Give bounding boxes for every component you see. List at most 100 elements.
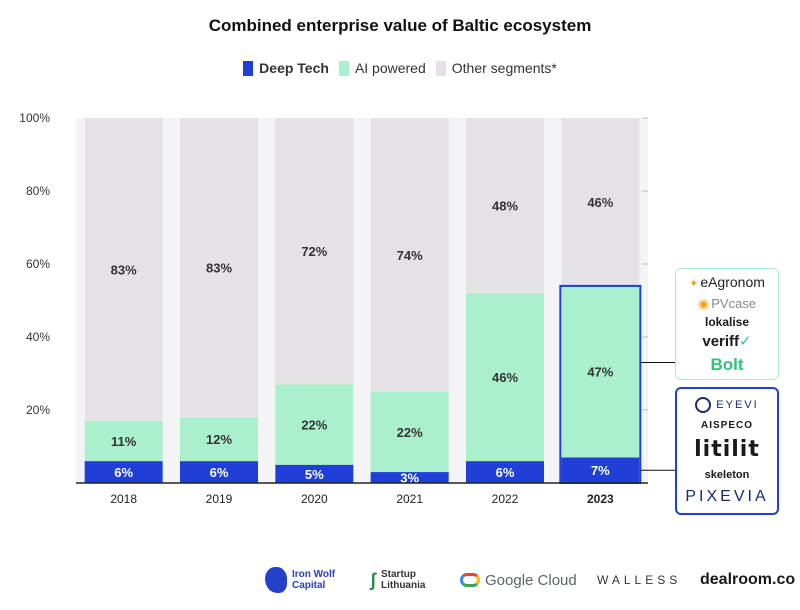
- x-tick-label-2023: 2023: [587, 492, 614, 506]
- legend-label-deep-tech: Deep Tech: [259, 60, 329, 76]
- data-label-ai-2020: 22%: [301, 418, 327, 433]
- chart-title: Combined enterprise value of Baltic ecos…: [208, 16, 592, 35]
- walless-logo: WALLESS: [597, 565, 681, 595]
- wheat-icon: ✦: [689, 278, 699, 291]
- bar-ai-2021: [370, 391, 449, 473]
- litilit-logo: litilit: [694, 439, 760, 461]
- bar-deep-2021: [370, 472, 449, 483]
- data-label-other-2021: 74%: [397, 248, 423, 263]
- bar-ai-2022: [466, 293, 544, 462]
- veriff-logo-text: veriff: [702, 333, 740, 351]
- chart-legend: Deep Tech AI powered Other segments*: [0, 60, 800, 76]
- legend-swatch-ai-powered: [338, 60, 349, 76]
- bar-other-2020: [275, 118, 354, 385]
- data-label-other-2018: 83%: [111, 262, 137, 277]
- pixevia-logo-text: PIXEVIA: [685, 487, 769, 505]
- x-tick-label-2018: 2018: [110, 492, 137, 506]
- check-icon: ✓: [739, 333, 752, 351]
- data-label-other-2023: 46%: [587, 195, 613, 210]
- x-tick-label-2019: 2019: [206, 492, 233, 506]
- deep-tech-logos-box: EYEVI AISPECO litilit skeleton PIXEVIA: [675, 387, 779, 515]
- bolt-logo-text: Bolt: [710, 354, 744, 374]
- x-tick-label-2020: 2020: [301, 492, 328, 506]
- eagronom-logo-text: eAgronom: [700, 274, 765, 291]
- bar-deep-2023: [561, 457, 640, 483]
- startup-lithuania-text: Startup Lithuania: [381, 569, 426, 591]
- dealroom-logo: dealroom.co: [700, 565, 795, 595]
- legend-item-other-segments: Other segments*: [435, 60, 557, 76]
- lokalise-logo-text: lokalise: [704, 314, 750, 329]
- dealroom-text: dealroom.co: [700, 571, 796, 588]
- startup-lithuania-logo: ʃ Startup Lithuania: [370, 565, 425, 595]
- data-label-deep-2018: 6%: [114, 465, 133, 480]
- pixevia-logo: PIXEVIA: [685, 487, 769, 505]
- y-tick-label: 80%: [26, 184, 50, 198]
- y-tick-label: 20%: [26, 403, 50, 417]
- startup-lithuania-icon: ʃ: [370, 569, 376, 590]
- bar-ai-2019: [180, 417, 258, 462]
- bolt-logo: Bolt: [710, 356, 743, 373]
- iron-wolf-capital-logo: Iron Wolf Capital: [265, 565, 335, 595]
- legend-swatch-deep-tech: [243, 60, 254, 76]
- legend-item-ai-powered: AI powered: [338, 60, 426, 76]
- lokalise-logo: lokalise: [705, 316, 749, 328]
- y-tick-label: 60%: [26, 257, 50, 271]
- eagronom-logo: ✦ eAgronom: [689, 275, 765, 290]
- bar-deep-2019: [180, 461, 258, 483]
- skeleton-logo-text: skeleton: [704, 468, 750, 481]
- bar-deep-2022: [466, 461, 544, 483]
- bar-ai-2018: [84, 420, 163, 462]
- data-label-ai-2021: 22%: [397, 425, 423, 440]
- x-tick-label-2022: 2022: [492, 492, 519, 506]
- walless-text: WALLESS: [597, 573, 682, 587]
- sun-icon: ◉: [697, 295, 710, 311]
- data-label-deep-2019: 6%: [210, 465, 229, 480]
- bar-ai-2020: [275, 384, 354, 465]
- cloud-icon: [460, 573, 480, 587]
- data-label-deep-2022: 6%: [496, 465, 515, 480]
- bar-deep-2020: [275, 464, 354, 483]
- skeleton-logo: skeleton: [704, 468, 750, 481]
- x-tick-label-2021: 2021: [396, 492, 423, 506]
- data-label-deep-2023: 7%: [591, 463, 610, 478]
- aispeco-logo: AISPECO: [701, 421, 753, 431]
- iron-wolf-capital-text: Iron Wolf Capital: [292, 569, 336, 591]
- pvcase-logo-text: PVcase: [711, 295, 757, 311]
- bar-other-2018: [84, 118, 163, 421]
- data-label-other-2020: 72%: [301, 244, 327, 259]
- google-cloud-text: Google Cloud: [485, 571, 577, 589]
- pvcase-logo: ◉ PVcase: [698, 297, 756, 310]
- data-label-other-2022: 48%: [492, 199, 518, 214]
- data-label-other-2019: 83%: [206, 261, 232, 276]
- data-label-deep-2021: 3%: [400, 471, 419, 486]
- wolf-icon: [265, 567, 287, 593]
- litilit-logo-text: litilit: [694, 437, 760, 463]
- data-label-deep-2020: 5%: [305, 467, 324, 482]
- data-label-ai-2019: 12%: [206, 432, 232, 447]
- legend-swatch-other-segments: [435, 60, 446, 76]
- eyevi-logo: EYEVI: [695, 397, 759, 414]
- data-label-ai-2022: 46%: [492, 370, 518, 385]
- veriff-logo: veriff✓: [702, 334, 751, 349]
- data-label-ai-2023: 47%: [587, 365, 613, 380]
- bar-other-2022: [466, 118, 544, 294]
- bar-other-2023: [561, 118, 640, 286]
- eye-icon: [695, 397, 712, 414]
- legend-label-other-segments: Other segments*: [451, 60, 557, 76]
- aispeco-logo-text: AISPECO: [700, 420, 753, 432]
- legend-label-ai-powered: AI powered: [354, 60, 426, 76]
- bar-other-2019: [180, 118, 258, 418]
- bar-deep-2018: [84, 461, 163, 483]
- footer-logos: Iron Wolf Capital ʃ Startup Lithuania Go…: [0, 565, 800, 595]
- data-label-ai-2018: 11%: [111, 434, 137, 449]
- google-cloud-logo: Google Cloud: [460, 565, 577, 595]
- legend-item-deep-tech: Deep Tech: [243, 60, 329, 76]
- ai-logos-box: ✦ eAgronom ◉ PVcase lokalise veriff✓ Bolt: [675, 268, 779, 380]
- y-tick-label: 40%: [26, 330, 50, 344]
- bar-other-2021: [370, 118, 449, 392]
- eyevi-logo-text: EYEVI: [716, 398, 759, 411]
- bar-ai-2023: [561, 285, 640, 458]
- y-tick-label: 100%: [19, 111, 50, 125]
- plot-background: [76, 118, 648, 483]
